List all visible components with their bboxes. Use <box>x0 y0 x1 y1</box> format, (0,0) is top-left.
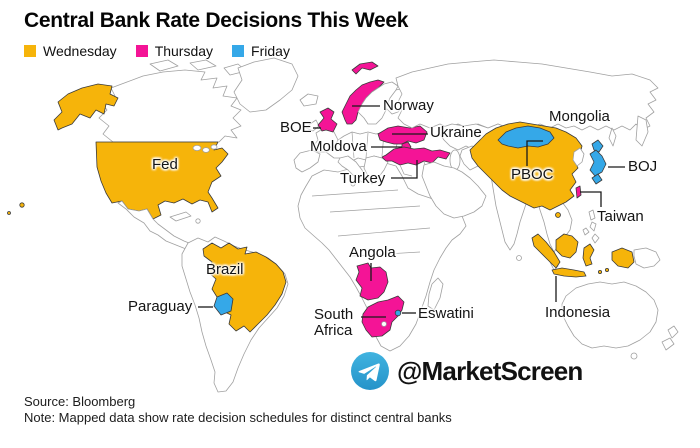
country-indonesia-papua <box>611 247 635 269</box>
label-turkey: Turkey <box>340 170 386 187</box>
island-sri-lanka <box>516 255 522 261</box>
continent-africa <box>297 161 467 352</box>
caspian-sea <box>449 149 461 171</box>
wednesday-swatch <box>24 45 36 57</box>
country-usa <box>95 141 229 220</box>
leader-taiwan <box>580 191 602 207</box>
friday-swatch <box>232 45 245 57</box>
country-japan-hokkaido <box>591 139 604 153</box>
country-uk <box>317 107 338 133</box>
country-indonesia-java <box>551 267 587 278</box>
great-lake <box>202 147 210 153</box>
africa-borders <box>311 189 431 257</box>
label-brazil: Brazil <box>206 261 244 278</box>
legend-label-thursday: Thursday <box>154 43 214 59</box>
country-turkey <box>381 146 451 166</box>
legend-label-wednesday: Wednesday <box>43 43 117 59</box>
region-iberia <box>293 149 321 173</box>
island-madagascar <box>427 277 444 311</box>
indonesia-island <box>598 269 603 274</box>
region-balkans <box>363 155 389 185</box>
country-russia <box>395 59 659 131</box>
leader-pboc <box>526 140 543 166</box>
page-title: Central Bank Rate Decisions This Week <box>24 9 409 32</box>
country-alaska-us <box>53 83 119 131</box>
legend-item-friday: Friday <box>232 43 290 59</box>
label-indonesia: Indonesia <box>545 304 611 321</box>
island-hainan <box>555 212 561 218</box>
label-boj: BOJ <box>628 158 658 175</box>
region-arabia <box>421 161 487 219</box>
island-hispaniola <box>195 218 201 224</box>
footer: Source: Bloomberg Note: Mapped data show… <box>24 394 452 426</box>
country-italy <box>337 155 367 183</box>
label-taiwan: Taiwan <box>597 208 644 225</box>
label-angola: Angola <box>349 244 396 261</box>
legend-item-thursday: Thursday <box>135 43 214 59</box>
label-mongolia: Mongolia <box>549 108 610 125</box>
country-japan-honshu <box>589 149 607 177</box>
peninsula-korea <box>572 147 585 167</box>
country-new-zealand <box>661 325 679 351</box>
country-iceland <box>299 93 319 107</box>
country-australia <box>561 281 659 349</box>
island-cuba <box>169 211 192 222</box>
source-text: Source: Bloomberg <box>24 394 136 409</box>
hawaii <box>19 202 25 208</box>
country-indonesia-sumatra <box>531 233 561 269</box>
legend: Wednesday Thursday Friday <box>24 43 290 59</box>
island-new-guinea-east <box>633 247 661 269</box>
country-indonesia-sulawesi <box>582 243 595 267</box>
label-pboc: PBOC <box>511 166 554 183</box>
country-canada <box>98 69 242 143</box>
island-philippines <box>582 209 600 244</box>
label-eswatini: Eswatini <box>418 305 474 322</box>
legend-label-friday: Friday <box>251 43 290 59</box>
watermark-handle: @MarketScreen <box>397 355 583 386</box>
telegram-icon <box>351 352 389 390</box>
leader-turkey <box>391 160 418 179</box>
arctic-island <box>189 59 217 71</box>
leader-lines <box>198 105 625 318</box>
country-ukraine <box>377 125 428 145</box>
indonesia-island <box>605 267 610 272</box>
label-norway: Norway <box>383 97 434 114</box>
country-eswatini <box>394 309 402 317</box>
thursday-swatch <box>135 45 148 57</box>
label-boe: BOE <box>280 119 312 136</box>
great-lake <box>210 144 218 150</box>
island-svalbard <box>351 61 379 75</box>
pacific-island <box>7 211 11 215</box>
country-angola <box>355 262 389 301</box>
label-south-africa: South Africa <box>314 306 354 339</box>
label-ukraine: Ukraine <box>430 124 482 141</box>
great-lake <box>192 144 202 151</box>
label-fed: Fed <box>152 156 178 173</box>
watermark: @MarketScreen <box>351 352 583 390</box>
legend-item-wednesday: Wednesday <box>24 43 117 59</box>
note-text: Note: Mapped data show rate decision sch… <box>24 410 452 425</box>
country-greenland <box>233 57 299 113</box>
island-tasmania <box>630 352 638 360</box>
label-paraguay: Paraguay <box>128 298 193 315</box>
country-taiwan <box>575 185 582 199</box>
island-sicily <box>350 181 356 187</box>
island-sakhalin <box>608 127 617 147</box>
country-china <box>469 121 583 211</box>
label-moldova: Moldova <box>310 138 367 155</box>
country-indonesia-borneo <box>555 233 579 259</box>
country-japan-kyushu <box>591 173 603 185</box>
country-lesotho <box>381 321 387 327</box>
country-paraguay <box>213 292 234 316</box>
country-france <box>311 127 339 153</box>
country-mongolia <box>497 125 555 149</box>
peninsula-kamchatka <box>635 115 649 147</box>
arctic-island <box>149 59 179 72</box>
